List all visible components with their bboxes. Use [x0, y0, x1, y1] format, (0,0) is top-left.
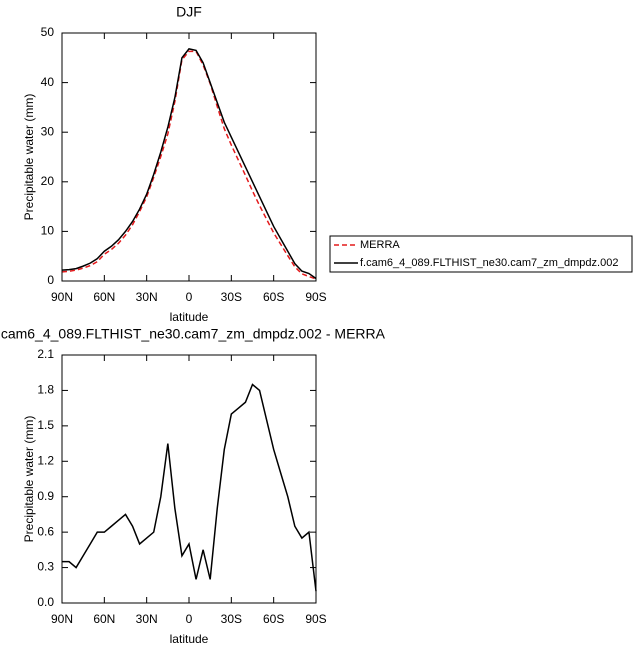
- y-tick-label: 10: [41, 224, 55, 238]
- x-tick-label: 30S: [221, 612, 242, 626]
- legend-label: MERRA: [360, 239, 400, 251]
- chart-title: f.cam6_4_089.FLTHIST_ne30.cam7_zm_dmpdz.…: [0, 326, 386, 342]
- y-tick-label: 0.0: [37, 595, 54, 609]
- y-tick-label: 1.2: [37, 453, 54, 467]
- y-tick-label: 20: [41, 174, 55, 188]
- x-tick-label: 60S: [263, 290, 284, 304]
- x-tick-label: 30S: [221, 290, 242, 304]
- plot-frame: [61, 32, 317, 282]
- y-tick-label: 0.9: [37, 489, 54, 503]
- y-axis-label: Precipitable water (mm): [22, 94, 36, 221]
- x-tick-label: 30N: [136, 290, 158, 304]
- data-line: [61, 48, 317, 280]
- y-tick-label: 0: [47, 273, 54, 287]
- legend-label: f.cam6_4_089.FLTHIST_ne30.cam7_zm_dmpdz.…: [360, 257, 618, 269]
- y-axis-label: Precipitable water (mm): [22, 416, 36, 543]
- y-tick-label: 30: [41, 124, 55, 138]
- x-tick-label: 0: [186, 612, 193, 626]
- y-tick-label: 0.3: [37, 560, 54, 574]
- x-tick-label: 30N: [136, 612, 158, 626]
- x-axis-label: latitude: [170, 310, 209, 324]
- x-tick-label: 90S: [305, 290, 326, 304]
- x-tick-label: 90N: [51, 612, 73, 626]
- data-line: [62, 383, 317, 592]
- y-tick-label: 50: [41, 25, 55, 39]
- y-tick-label: 1.8: [37, 383, 54, 397]
- x-tick-label: 0: [186, 290, 193, 304]
- x-tick-label: 60N: [93, 290, 115, 304]
- y-tick-label: 0.6: [37, 524, 54, 538]
- y-tick-label: 40: [41, 75, 55, 89]
- plot-frame: [61, 354, 317, 604]
- y-tick-label: 1.5: [37, 418, 54, 432]
- x-tick-label: 90S: [305, 612, 326, 626]
- x-tick-label: 60S: [263, 612, 284, 626]
- x-tick-label: 90N: [51, 290, 73, 304]
- chart-title: DJF: [176, 4, 202, 20]
- y-tick-label: 2.1: [37, 347, 54, 361]
- legend-box: [329, 235, 633, 273]
- data-line: [61, 50, 317, 280]
- x-axis-label: latitude: [170, 632, 209, 646]
- x-tick-label: 60N: [93, 612, 115, 626]
